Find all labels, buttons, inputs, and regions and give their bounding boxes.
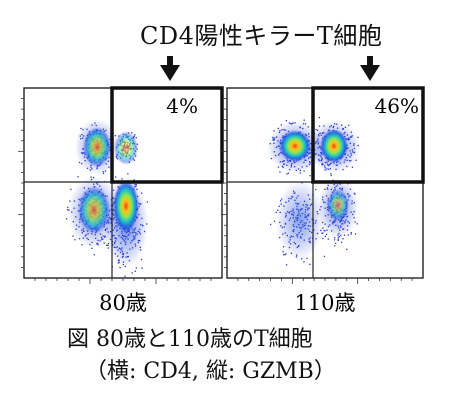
- event-dot: [91, 247, 93, 249]
- flow-plots: 4% 80歳 46%: [18, 56, 425, 315]
- event-dot: [140, 258, 143, 261]
- event-dot: [348, 124, 350, 126]
- event-dot: [67, 209, 69, 211]
- event-dot: [279, 171, 281, 173]
- event-dot: [287, 172, 290, 174]
- event-dot: [342, 238, 344, 240]
- event-dot: [315, 188, 317, 191]
- event-dot: [350, 232, 352, 234]
- event-dot: [299, 172, 302, 174]
- event-dot: [327, 238, 329, 240]
- event-dot: [134, 270, 136, 272]
- gate-percent-110: 46%: [375, 94, 419, 118]
- blob-110-lower-right: [318, 178, 358, 238]
- event-dot: [282, 251, 284, 253]
- event-dot: [133, 159, 136, 161]
- blob-110-upper-right: [308, 121, 360, 173]
- gate-box-80: [110, 86, 224, 184]
- event-dot: [115, 176, 117, 178]
- event-dot: [70, 188, 72, 191]
- panel-110: 46% 110歳: [221, 56, 425, 315]
- event-dot: [325, 233, 328, 236]
- event-dot: [135, 137, 137, 139]
- event-dot: [337, 239, 339, 242]
- event-dot: [303, 119, 305, 121]
- event-dot: [124, 275, 126, 277]
- figure-title: CD4陽性キラーT細胞: [140, 22, 383, 50]
- event-dot: [330, 174, 332, 177]
- panel-label-110: 110歳: [294, 291, 355, 315]
- event-dot: [134, 134, 136, 136]
- blob-80-upper-left: [75, 119, 119, 175]
- event-dot: [347, 234, 349, 236]
- event-dot: [356, 223, 358, 225]
- panel-80: 4% 80歳: [18, 56, 224, 315]
- event-dot: [66, 218, 68, 220]
- event-dot: [72, 235, 74, 237]
- event-dot: [273, 220, 276, 222]
- event-dot: [127, 173, 129, 175]
- event-dot: [351, 166, 353, 168]
- event-dot: [346, 248, 348, 251]
- event-dot: [309, 263, 311, 265]
- event-dot: [285, 253, 287, 255]
- event-dot: [354, 233, 357, 235]
- gate-box-110: [311, 86, 425, 184]
- event-dot: [77, 176, 79, 178]
- arrow-80: [160, 56, 180, 81]
- event-dot: [135, 267, 137, 269]
- event-dot: [119, 266, 121, 269]
- event-dot: [270, 223, 272, 226]
- event-dot: [106, 244, 108, 246]
- event-dot: [286, 173, 288, 175]
- event-dot: [303, 261, 305, 263]
- blob-110-upper-left: [267, 121, 323, 173]
- event-dot: [74, 239, 76, 241]
- event-dot: [334, 237, 336, 239]
- event-dot: [318, 116, 320, 119]
- event-dot: [93, 254, 95, 256]
- event-dot: [330, 173, 332, 175]
- event-dot: [81, 244, 83, 246]
- event-dot: [285, 120, 287, 122]
- event-dot: [141, 267, 143, 269]
- event-dot: [350, 233, 352, 235]
- event-dot: [131, 132, 133, 134]
- event-dot: [282, 254, 285, 256]
- event-dot: [131, 272, 133, 274]
- caption-line-2: （横: CD4, 縦: GZMB）: [85, 359, 336, 384]
- event-dot: [146, 201, 148, 203]
- event-dot: [324, 235, 326, 237]
- event-dot: [323, 230, 325, 232]
- event-dot: [309, 175, 311, 177]
- event-dot: [275, 211, 277, 214]
- figure-caption: 図 80歳と110歳のT細胞 （横: CD4, 縦: GZMB）: [67, 324, 336, 388]
- arrow-110: [360, 56, 380, 81]
- blob-110-lower-left: [276, 180, 324, 260]
- panel-label-80: 80歳: [99, 291, 147, 315]
- event-dot: [340, 241, 343, 243]
- gate-percent-80: 4%: [166, 94, 198, 118]
- event-dot: [323, 255, 326, 257]
- event-dot: [334, 245, 336, 247]
- event-dot: [335, 242, 337, 245]
- blob-80-upper-right: [114, 131, 138, 165]
- event-dot: [337, 239, 339, 241]
- event-dot: [306, 257, 308, 259]
- axis-ticks-80: [18, 98, 212, 284]
- event-dot: [322, 232, 324, 234]
- event-dot: [322, 237, 324, 240]
- blob-80-lower-right: [104, 176, 148, 268]
- event-dot: [284, 254, 286, 256]
- event-dot: [285, 264, 288, 266]
- event-dot: [67, 206, 69, 208]
- axis-ticks-110: [221, 98, 413, 284]
- event-dot: [333, 239, 336, 241]
- caption-line-1: 図 80歳と110歳のT細胞: [67, 327, 313, 352]
